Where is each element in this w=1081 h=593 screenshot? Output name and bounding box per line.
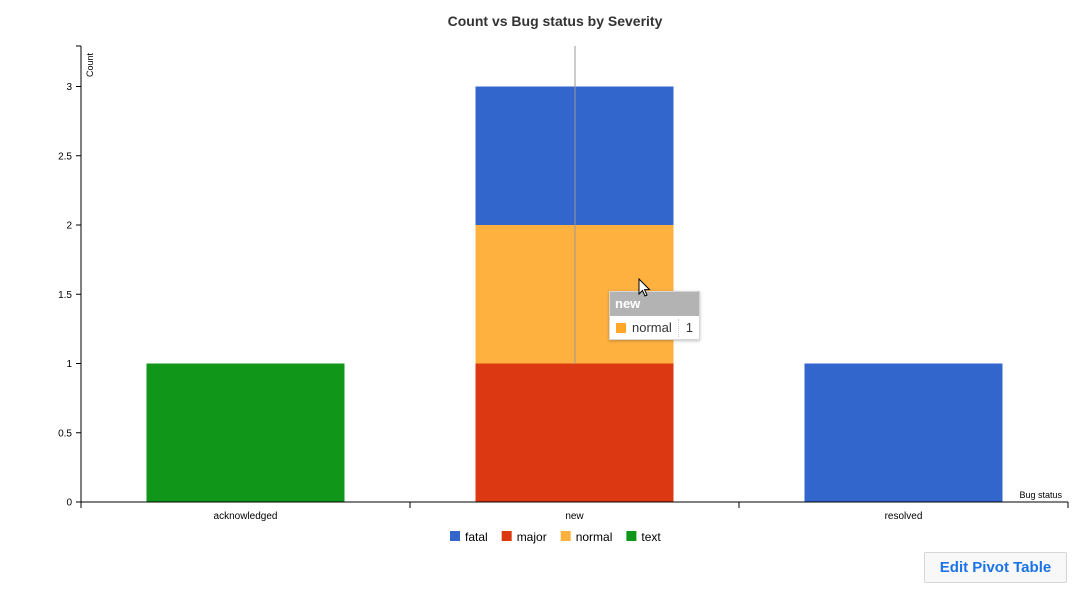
- y-tick-label: 1: [66, 359, 72, 370]
- x-axis-ticks: acknowledged new resolved: [80, 502, 1069, 522]
- bar-new-major[interactable]: [475, 363, 674, 503]
- chart-title: Count vs Bug status by Severity: [448, 13, 663, 29]
- tooltip-swatch: [616, 322, 626, 333]
- bar-resolved-fatal[interactable]: [804, 363, 1003, 503]
- x-tick-label-resolved: resolved: [885, 511, 923, 522]
- legend-label-text[interactable]: text: [641, 530, 661, 544]
- y-axis-ticks: 0 0.5 1 1.5 2 2.5 3: [58, 82, 81, 509]
- legend-swatch-normal: [560, 531, 571, 541]
- y-tick-label: 2.5: [58, 151, 72, 162]
- y-tick-label: 1.5: [58, 290, 72, 301]
- legend-label-normal[interactable]: normal: [576, 530, 613, 544]
- tooltip-series-name: normal: [632, 318, 679, 337]
- hover-tooltip: new normal 1: [609, 291, 700, 340]
- legend-swatch-major: [501, 531, 512, 541]
- mouse-cursor-icon: [638, 278, 651, 297]
- tooltip-category: new: [610, 292, 699, 316]
- legend-swatch-text: [626, 531, 637, 541]
- tooltip-value: 1: [685, 320, 693, 335]
- legend: fatal major normal text: [450, 530, 661, 544]
- bar-acknowledged-text[interactable]: [146, 363, 345, 503]
- y-tick-label: 0.5: [58, 428, 72, 439]
- edit-pivot-table-button[interactable]: Edit Pivot Table: [924, 552, 1067, 583]
- legend-label-fatal[interactable]: fatal: [465, 530, 488, 544]
- x-tick-label-new: new: [565, 511, 584, 522]
- tooltip-row: normal 1: [610, 316, 699, 339]
- legend-swatch-fatal: [450, 531, 460, 541]
- x-axis-title: Bug status: [1019, 490, 1062, 500]
- y-tick-label: 2: [66, 221, 72, 232]
- y-tick-label: 3: [66, 82, 72, 93]
- y-tick-label: 0: [66, 498, 72, 509]
- legend-label-major[interactable]: major: [517, 530, 547, 544]
- y-axis-title: Count: [85, 52, 95, 77]
- x-tick-label-acknowledged: acknowledged: [214, 511, 278, 522]
